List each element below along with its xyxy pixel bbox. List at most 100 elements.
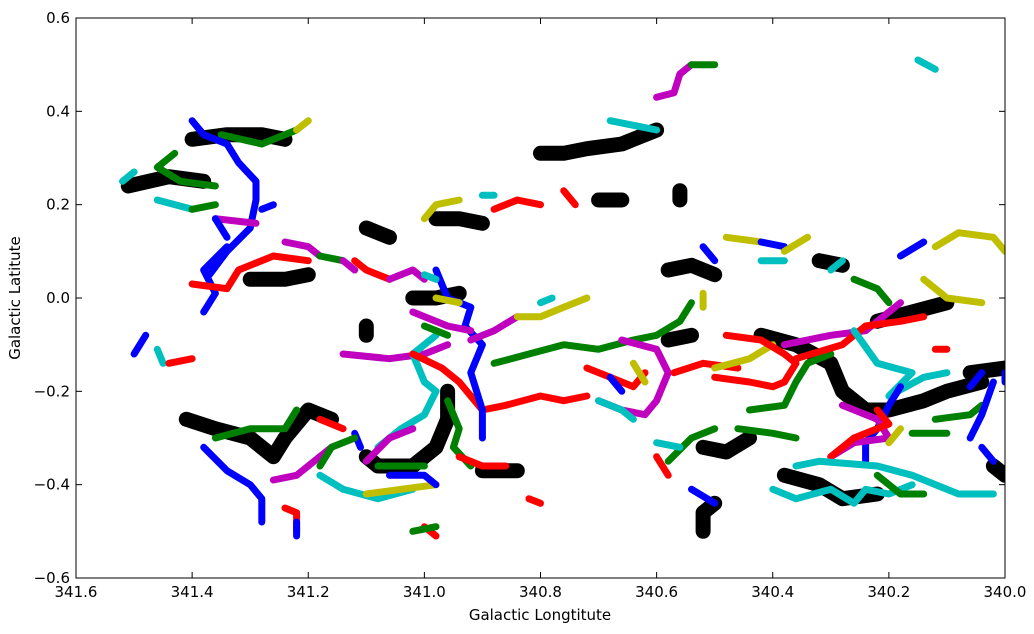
filament	[664, 425, 719, 465]
filament	[606, 117, 661, 134]
plot-area	[76, 18, 1005, 578]
filament	[966, 378, 997, 442]
filament	[316, 252, 347, 265]
filament	[525, 495, 544, 507]
filament	[153, 149, 219, 190]
filament	[985, 458, 1005, 483]
filament	[660, 257, 723, 283]
filament	[533, 122, 665, 161]
filament	[606, 373, 626, 395]
filament	[653, 439, 684, 451]
filament	[583, 364, 649, 391]
filament	[660, 327, 699, 348]
filament	[420, 271, 440, 283]
filament	[200, 443, 266, 526]
y-tick-label: −0.6	[34, 569, 70, 587]
filaments	[119, 56, 1005, 540]
filament	[211, 215, 260, 227]
filament	[293, 117, 312, 134]
x-tick-label: 340.2	[867, 583, 910, 601]
filament	[757, 238, 788, 251]
filament	[362, 481, 440, 498]
filament	[188, 252, 312, 293]
filament	[653, 299, 695, 339]
filament	[560, 187, 579, 209]
x-tick-label: 341.6	[55, 583, 98, 601]
filament	[653, 453, 672, 479]
filament	[316, 471, 417, 503]
filament	[753, 327, 990, 418]
x-tick-label: 340.0	[984, 583, 1027, 601]
filament	[165, 355, 196, 367]
y-tick-label: 0.0	[46, 289, 70, 307]
filament	[595, 397, 637, 423]
filament	[178, 402, 339, 465]
filament	[490, 331, 661, 367]
filament	[850, 275, 893, 307]
filament	[281, 238, 324, 260]
filament	[734, 425, 800, 442]
filament	[358, 220, 397, 245]
filament	[780, 233, 812, 255]
filament	[695, 430, 757, 460]
x-tick-label: 341.2	[287, 583, 330, 601]
filament	[688, 485, 719, 507]
filament	[780, 299, 904, 349]
filament	[978, 443, 997, 465]
filament	[869, 295, 955, 329]
filament	[827, 257, 846, 274]
filament	[513, 294, 591, 321]
filament	[386, 471, 440, 489]
filament	[211, 215, 231, 241]
filament	[130, 331, 150, 358]
filament	[269, 443, 335, 484]
filament	[931, 229, 1005, 255]
x-tick-label: 341.0	[403, 583, 446, 601]
filament	[428, 211, 490, 231]
filament	[746, 350, 835, 414]
filament	[153, 345, 167, 367]
filament	[200, 243, 231, 316]
x-tick-label: 340.8	[519, 583, 562, 601]
filament	[792, 457, 997, 498]
filament	[885, 425, 904, 447]
filament	[873, 471, 928, 498]
filament	[351, 257, 393, 283]
filament	[769, 481, 916, 507]
filament	[242, 267, 316, 287]
filament	[258, 201, 277, 213]
filament	[188, 117, 260, 279]
filament	[420, 322, 452, 339]
filament	[699, 243, 719, 265]
filament	[153, 196, 196, 213]
filament	[409, 350, 591, 414]
filament	[711, 331, 800, 391]
filament	[695, 495, 723, 539]
filament	[467, 313, 521, 344]
filament	[653, 61, 695, 101]
filament	[897, 238, 928, 260]
x-tick-label: 341.4	[171, 583, 214, 601]
filament	[316, 434, 359, 470]
y-tick-label: 0.4	[46, 102, 70, 120]
filament	[966, 369, 986, 391]
y-tick-label: 0.2	[46, 196, 70, 214]
filament	[962, 360, 1005, 381]
filament	[362, 425, 417, 465]
filament	[316, 415, 347, 433]
y-tick-label: 0.6	[46, 9, 70, 27]
filament	[722, 233, 765, 246]
filament	[386, 266, 428, 283]
filament	[339, 341, 452, 363]
x-axis-label: Galactic Longtitute	[469, 606, 611, 624]
y-tick-label: −0.2	[34, 382, 70, 400]
filament	[537, 294, 556, 307]
y-axis-label: Galactic Latitute	[6, 236, 24, 360]
filament	[432, 294, 463, 307]
filament	[711, 341, 777, 372]
filament	[409, 308, 475, 335]
filament	[920, 275, 986, 307]
filament	[409, 523, 440, 535]
